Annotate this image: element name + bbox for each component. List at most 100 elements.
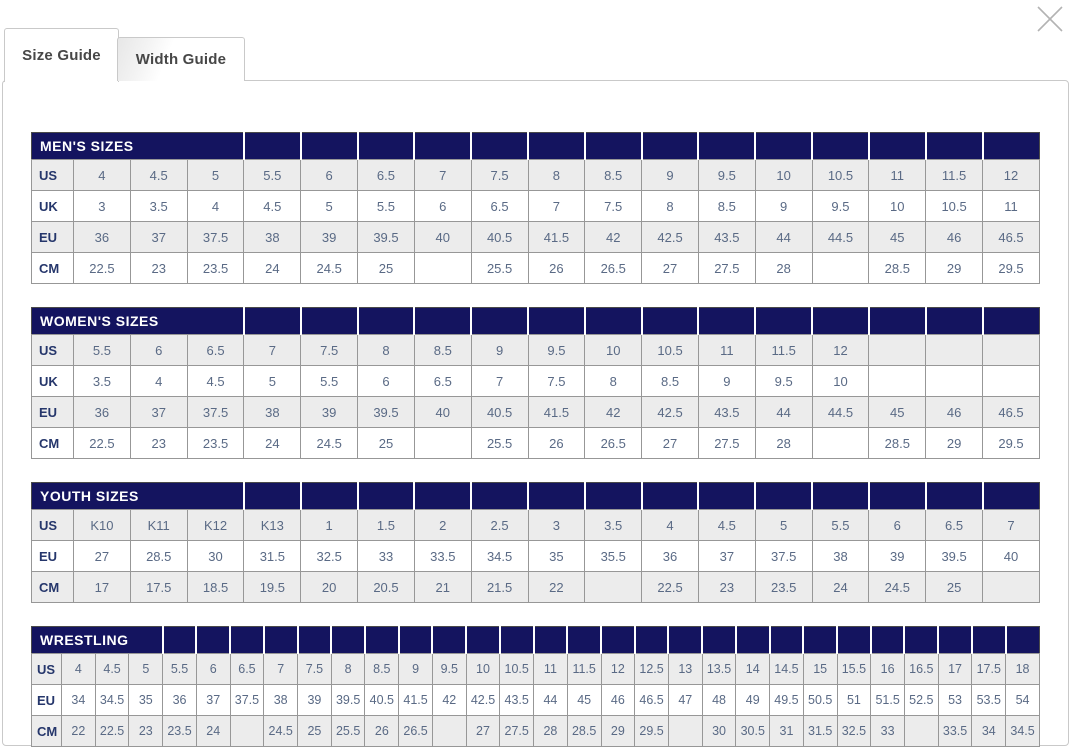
header-cell — [768, 626, 804, 654]
header-cell — [981, 307, 1040, 335]
size-cell: K11 — [129, 509, 188, 541]
size-cell — [982, 334, 1040, 366]
size-cell: 18.5 — [186, 571, 245, 603]
size-cell: 4 — [641, 509, 699, 541]
size-cell: 25 — [357, 252, 415, 284]
tab-size-guide[interactable]: Size Guide — [4, 28, 119, 82]
size-cell: 21.5 — [470, 571, 529, 603]
size-cell: 6 — [300, 159, 359, 191]
size-cell: 29 — [925, 252, 983, 284]
size-cell: 33.5 — [937, 715, 973, 747]
size-cell: 9 — [697, 365, 756, 397]
size-cell: 15.5 — [836, 653, 872, 685]
table-title: MEN'S SIZES — [31, 132, 244, 160]
header-cell — [811, 132, 869, 160]
size-cell: 9.5 — [811, 190, 870, 222]
header-cell — [242, 132, 301, 160]
size-cell: 51 — [836, 684, 872, 716]
row-label: US — [31, 159, 74, 191]
size-cell: 8 — [330, 653, 366, 685]
size-cell: 38 — [263, 684, 299, 716]
size-cell: 5 — [128, 653, 164, 685]
size-cell: 11 — [697, 334, 756, 366]
size-cell: 22 — [61, 715, 96, 747]
header-cell — [363, 626, 399, 654]
size-cell: 22.5 — [73, 427, 131, 459]
header-cell — [470, 307, 528, 335]
size-cell: 24.5 — [263, 715, 299, 747]
size-cell: 7 — [243, 334, 302, 366]
size-cell: 11 — [982, 190, 1040, 222]
size-cell: 36 — [162, 684, 197, 716]
header-cell — [566, 626, 601, 654]
size-cell: 9.5 — [697, 159, 756, 191]
close-icon[interactable] — [1033, 2, 1067, 36]
size-cell: 36 — [73, 396, 131, 428]
size-cell — [903, 715, 939, 747]
tab-width-guide[interactable]: Width Guide — [117, 37, 245, 81]
row-label: US — [31, 334, 74, 366]
size-cell: 8.5 — [584, 159, 643, 191]
size-cell: 26 — [364, 715, 400, 747]
size-cell: 8.5 — [641, 365, 699, 397]
size-cell: 37.5 — [186, 221, 245, 253]
size-cell: 6.5 — [186, 334, 245, 366]
header-cell — [633, 626, 669, 654]
size-cell: 6.5 — [470, 190, 529, 222]
size-cell: 42 — [431, 684, 467, 716]
size-cell: 5 — [754, 509, 813, 541]
size-cell: 6.5 — [357, 159, 415, 191]
size-cell: 11.5 — [925, 159, 983, 191]
size-cell: 37 — [129, 396, 188, 428]
table-row: EU 36 37 37.5 38 39 39.5 40 40.5 41.5 42 42.5 43.5 44… — [31, 396, 1040, 428]
size-cell: 27.5 — [697, 427, 756, 459]
size-cell: 44.5 — [811, 396, 870, 428]
header-cell — [600, 626, 635, 654]
size-cell: 6 — [868, 509, 927, 541]
size-cell: K13 — [243, 509, 302, 541]
size-cell: 7 — [470, 365, 529, 397]
size-cell: 22.5 — [641, 571, 699, 603]
header-cell — [527, 307, 585, 335]
size-cell: 24 — [243, 427, 302, 459]
size-cell: 30.5 — [735, 715, 771, 747]
size-cell: 37 — [129, 221, 188, 253]
size-cell: 10.5 — [499, 653, 535, 685]
size-cell: 39 — [300, 396, 359, 428]
size-cell: 17.5 — [129, 571, 188, 603]
size-cell: 36 — [641, 540, 699, 572]
header-cell — [667, 626, 703, 654]
size-cell: 27 — [465, 715, 501, 747]
header-cell — [697, 482, 756, 510]
size-cell: 26.5 — [584, 252, 643, 284]
size-cell: 27 — [641, 252, 699, 284]
row-label: CM — [31, 427, 74, 459]
size-cell: 23.5 — [162, 715, 197, 747]
size-cell: 12.5 — [634, 653, 669, 685]
size-cell: 5.5 — [357, 190, 415, 222]
size-cell: 13 — [667, 653, 703, 685]
size-cell: 4.5 — [186, 365, 245, 397]
size-cell: 28.5 — [868, 427, 927, 459]
size-cell: 34.5 — [470, 540, 529, 572]
header-cell — [299, 132, 358, 160]
size-cell: 10 — [868, 190, 927, 222]
size-cell: 26 — [527, 252, 586, 284]
size-cell: 10.5 — [925, 190, 983, 222]
size-cell: 7.5 — [300, 334, 359, 366]
size-cell: 39 — [300, 221, 359, 253]
size-cell: 16 — [870, 653, 905, 685]
size-cell: 23.5 — [186, 252, 245, 284]
header-cell — [330, 626, 365, 654]
size-cell: 34 — [61, 684, 96, 716]
size-cell: 40 — [413, 221, 472, 253]
header-cell — [981, 482, 1040, 510]
table-row: CM 22 22.5 23 23.5 24 24.5 25 25.5 26 26.5 27 27.5 28… — [31, 715, 1040, 747]
size-cell: 10.5 — [811, 159, 870, 191]
size-cell: 25.5 — [470, 252, 529, 284]
header-cell — [431, 626, 467, 654]
size-table-men-s-sizes: MEN'S SIZES US 4 4.5 5 5.5 6 6.5 7 7.5 8 8.5 9 9.5 10 1… — [31, 132, 1040, 284]
size-cell — [229, 715, 265, 747]
table-row: US 4 4.5 5 5.5 6 6.5 7 7.5 8 8.5 9 9.5 10 10.5 11 11.5 12 — [31, 159, 1040, 191]
size-cell: 29.5 — [634, 715, 669, 747]
